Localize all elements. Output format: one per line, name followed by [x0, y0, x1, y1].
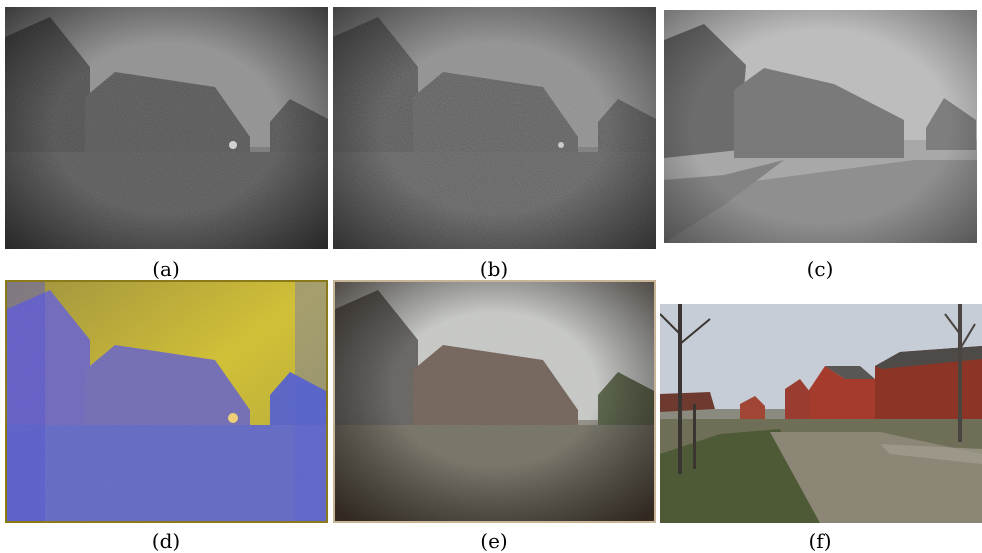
panel-a-caption: (a) — [152, 257, 180, 281]
panel-f-caption: (f) — [808, 529, 832, 553]
panel-c-image — [664, 10, 977, 243]
panel-d-image — [5, 280, 328, 523]
panel-b-image — [333, 7, 656, 249]
panel-f-image — [660, 304, 982, 523]
panel-c-caption: (c) — [806, 257, 834, 281]
panel-a-image — [5, 7, 328, 249]
panel-e-caption: (e) — [480, 529, 508, 553]
panel-b-caption: (b) — [479, 257, 509, 281]
panel-d-caption: (d) — [151, 529, 181, 553]
panel-e-image — [333, 280, 656, 523]
